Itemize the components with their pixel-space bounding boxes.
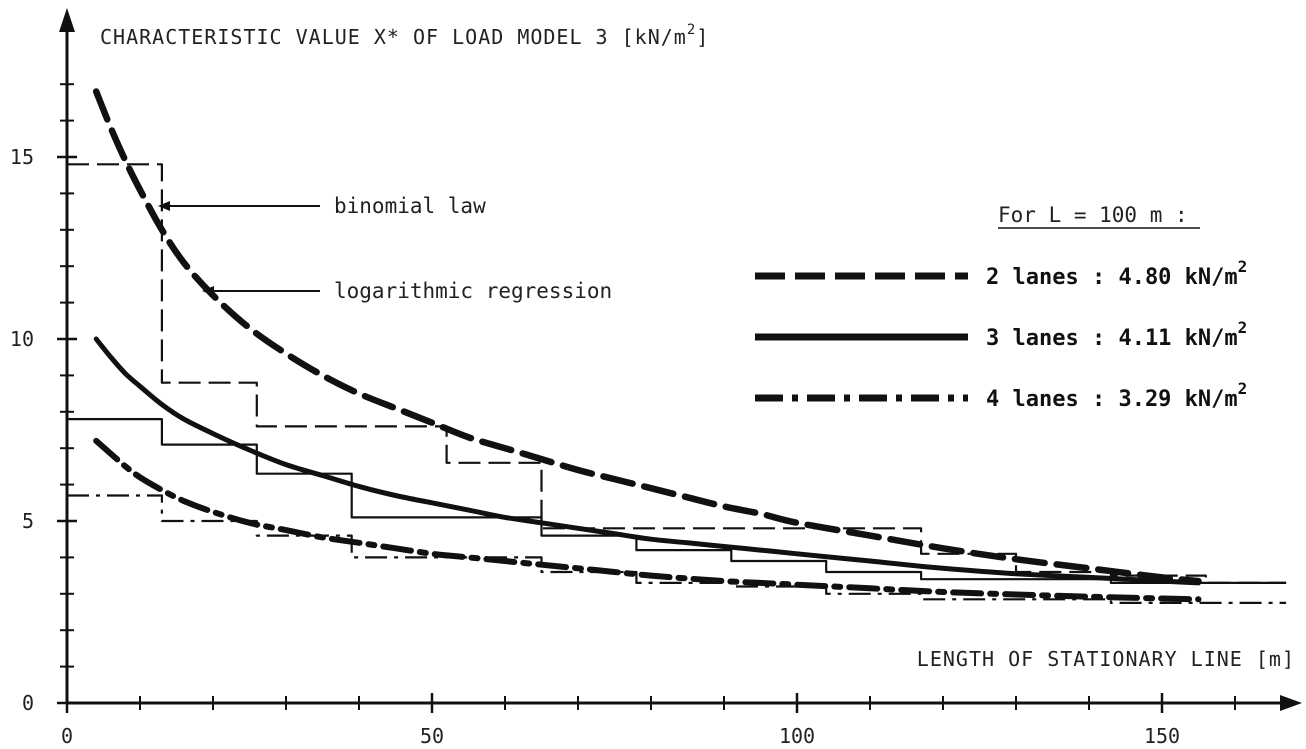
x-tick-label: 50	[420, 724, 444, 748]
annotation-logarithmic-regression: logarithmic regression	[334, 279, 612, 303]
y-tick-label: 10	[10, 327, 34, 351]
chart-title-sup: 2	[687, 22, 696, 38]
legend-sup-4-lanes: 2	[1238, 379, 1248, 398]
binomial-line-3-lanes	[67, 418, 1287, 584]
legend-sup-2-lanes: 2	[1238, 257, 1248, 276]
y-tick-label: 5	[22, 509, 34, 533]
legend-sup-3-lanes: 2	[1238, 318, 1248, 337]
y-tick-label: 15	[10, 145, 34, 169]
annotation-binomial-law: binomial law	[334, 194, 486, 218]
tick-labels: 0 50 100 150 0 5 10 15	[10, 145, 1180, 748]
binomial-line-4-lanes	[67, 494, 1287, 604]
legend-title: For L = 100 m :	[998, 203, 1188, 227]
regression-line-4-lanes	[93, 437, 1202, 603]
y-axis-arrow	[59, 8, 75, 32]
annotation-binomial-law-arrowhead	[158, 201, 170, 211]
x-tick-label: 0	[61, 724, 73, 748]
annotations: binomial law logarithmic regression	[158, 194, 612, 303]
axes	[59, 8, 1302, 711]
x-axis-title: LENGTH OF STATIONARY LINE [m]	[917, 647, 1295, 671]
legend-label-3-lanes: 3 lanes : 4.11 kN/m	[986, 326, 1238, 351]
legend-label-2-lanes: 2 lanes : 4.80 kN/m	[986, 265, 1238, 290]
y-tick-label: 0	[22, 691, 34, 715]
x-axis-arrow	[1280, 695, 1302, 711]
binomial-line-2-lanes	[67, 163, 1287, 584]
x-tick-label: 100	[779, 724, 815, 748]
svg-text:3 lanes : 4.11 kN/m2: 3 lanes : 4.11 kN/m2	[986, 318, 1247, 351]
x-tick-label: 150	[1144, 724, 1180, 748]
svg-text:4 lanes : 3.29 kN/m2: 4 lanes : 3.29 kN/m2	[986, 379, 1247, 412]
legend-label-4-lanes: 4 lanes : 3.29 kN/m	[986, 387, 1238, 412]
series	[67, 88, 1287, 604]
regression-line-2-lanes	[92, 88, 1202, 585]
annotation-logarithmic-regression-arrowhead	[202, 286, 214, 296]
svg-text:CHARACTERISTIC VALUE X* OF L: CHARACTERISTIC VALUE X* OF LOAD MODEL 3 …	[100, 22, 709, 49]
regression-line-3-lanes	[93, 336, 1201, 586]
legend: For L = 100 m : 2 lanes : 4.80 kN/m2 3 l…	[755, 203, 1247, 412]
svg-text:2 lanes : 4.80 kN/m2: 2 lanes : 4.80 kN/m2	[986, 257, 1247, 290]
chart-title-text: CHARACTERISTIC VALUE X* OF LOAD MODEL 3 …	[100, 25, 687, 49]
chart-title: CHARACTERISTIC VALUE X* OF LOAD MODEL 3 …	[100, 22, 709, 49]
chart-title-close: ]	[696, 25, 709, 49]
